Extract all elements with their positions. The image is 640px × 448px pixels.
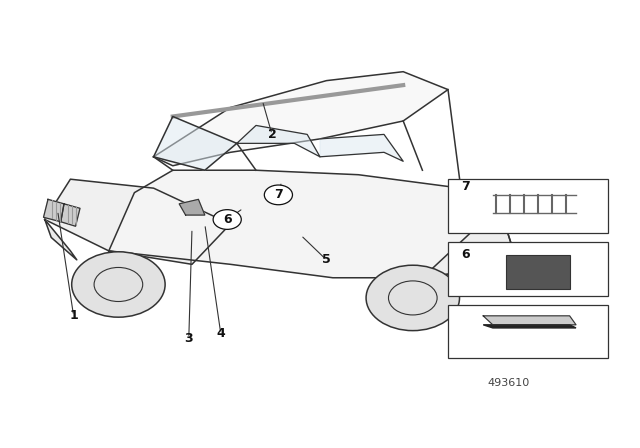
Polygon shape <box>154 116 237 170</box>
Polygon shape <box>45 179 230 264</box>
Text: 7: 7 <box>461 181 470 194</box>
Circle shape <box>366 265 460 331</box>
Polygon shape <box>483 316 576 325</box>
Text: 6: 6 <box>223 213 232 226</box>
FancyBboxPatch shape <box>506 255 570 289</box>
Polygon shape <box>483 325 576 328</box>
Circle shape <box>213 210 241 229</box>
FancyBboxPatch shape <box>448 179 608 233</box>
Text: 3: 3 <box>184 332 193 345</box>
Text: 5: 5 <box>322 253 331 267</box>
Text: 4: 4 <box>216 327 225 340</box>
Text: 7: 7 <box>274 188 283 202</box>
Polygon shape <box>154 72 448 166</box>
Circle shape <box>264 185 292 205</box>
Polygon shape <box>237 125 320 157</box>
Polygon shape <box>179 199 205 215</box>
Text: 2: 2 <box>268 128 276 141</box>
FancyBboxPatch shape <box>448 242 608 296</box>
Polygon shape <box>320 134 403 161</box>
Polygon shape <box>109 170 512 278</box>
Text: 493610: 493610 <box>488 378 530 388</box>
Polygon shape <box>45 220 77 260</box>
Text: 1: 1 <box>69 309 78 323</box>
Polygon shape <box>422 206 512 278</box>
Text: 6: 6 <box>461 248 469 261</box>
Polygon shape <box>44 199 64 222</box>
Polygon shape <box>61 204 80 226</box>
FancyBboxPatch shape <box>448 305 608 358</box>
Circle shape <box>72 252 165 317</box>
